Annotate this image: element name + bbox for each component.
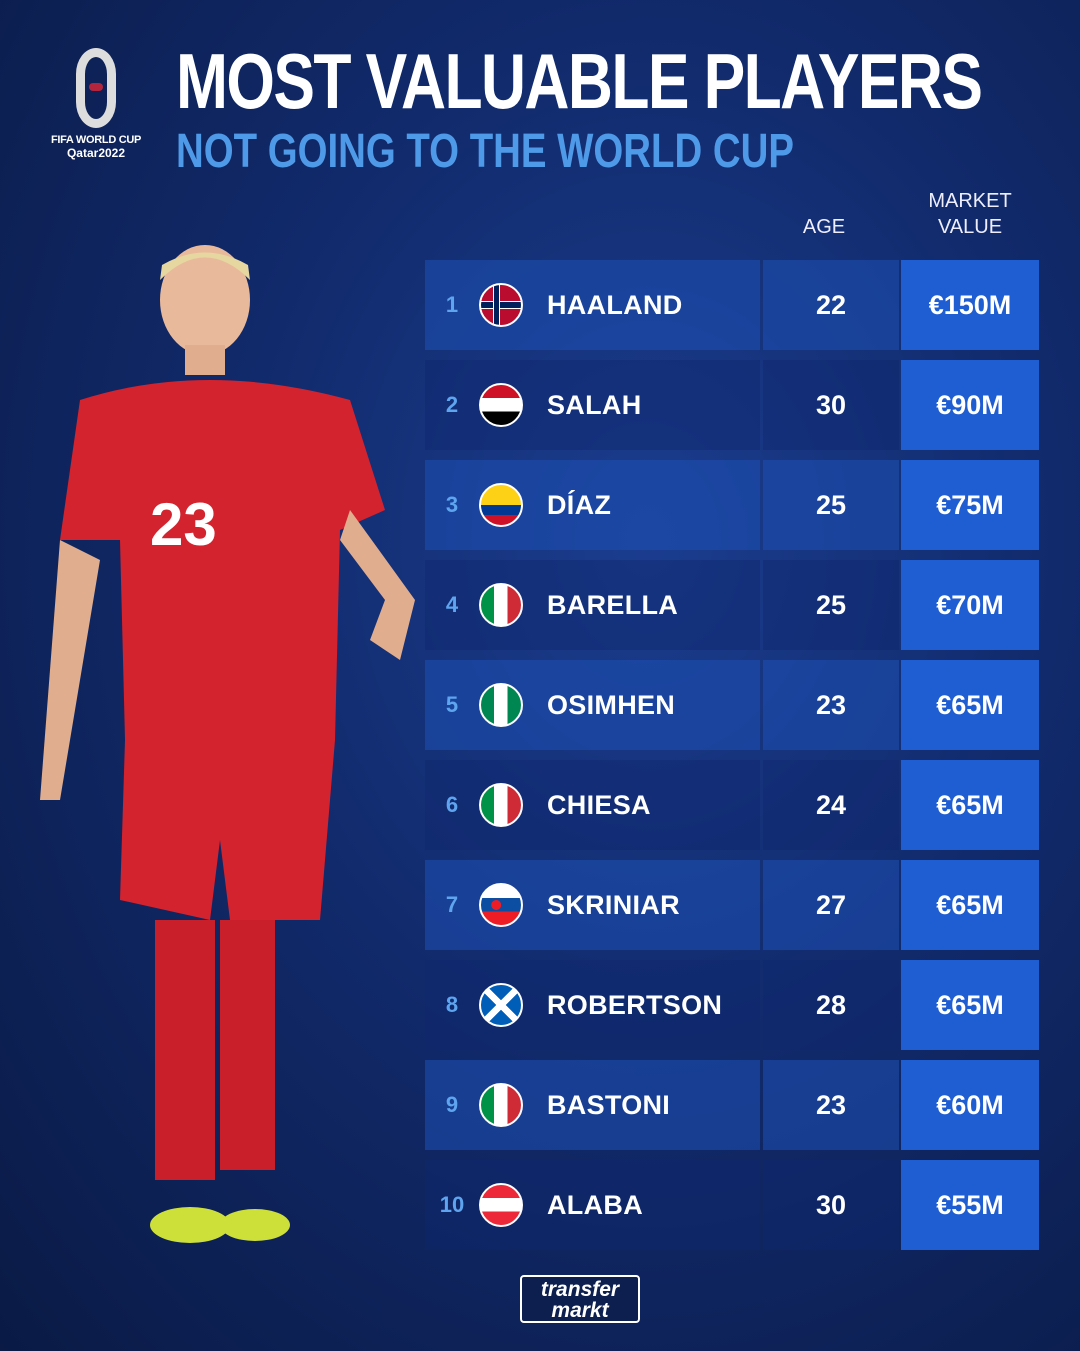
logo-text: Qatar2022 <box>66 146 126 160</box>
player-cell: 6 CHIESA <box>425 760 760 850</box>
player-cell: 8 ROBERTSON <box>425 960 760 1050</box>
player-cell: 7 SKRINIAR <box>425 860 760 950</box>
table-row: 6 CHIESA 24 €65M <box>425 760 1039 850</box>
fifa-world-cup-logo: FIFA WORLD CUP Qatar2022 <box>44 48 148 160</box>
market-value-cell: €90M <box>901 360 1039 450</box>
market-value-cell: €75M <box>901 460 1039 550</box>
italy-flag-icon <box>479 783 523 827</box>
table-row: 2 SALAH 30 €90M <box>425 360 1039 450</box>
rank: 6 <box>445 792 459 817</box>
table-row: 7 SKRINIAR 27 €65M <box>425 860 1039 950</box>
player-photo: 23 <box>40 245 415 1243</box>
player-name: OSIMHEN <box>547 689 676 720</box>
player-name: DÍAZ <box>547 489 612 520</box>
player-name: SKRINIAR <box>547 889 680 920</box>
egypt-flag-icon <box>479 383 523 427</box>
table-row: 1 HAALAND 22 €150M <box>425 260 1039 350</box>
age-cell: 28 <box>763 960 899 1050</box>
rank: 10 <box>439 1192 465 1217</box>
logo-text: transfer <box>540 1278 620 1301</box>
age-cell: 23 <box>763 1060 899 1150</box>
table-row: 3 DÍAZ 25 €75M <box>425 460 1039 550</box>
table-row: 4 BARELLA 25 €70M <box>425 560 1039 650</box>
rank: 7 <box>445 892 459 917</box>
rank: 2 <box>445 392 459 417</box>
age-cell: 25 <box>763 460 899 550</box>
player-name: CHIESA <box>547 789 651 820</box>
table-row: 9 BASTONI 23 €60M <box>425 1060 1039 1150</box>
market-value-cell: €65M <box>901 860 1039 950</box>
player-name: BASTONI <box>547 1089 671 1120</box>
age-cell: 22 <box>763 260 899 350</box>
market-value-cell: €55M <box>901 1160 1039 1250</box>
slovakia-flag-icon <box>479 883 523 927</box>
player-name: ALABA <box>547 1189 643 1220</box>
rank: 5 <box>445 692 459 717</box>
jersey-number: 23 <box>150 491 217 558</box>
logo-text: FIFA WORLD CUP <box>50 134 142 146</box>
header-line: MARKET <box>928 190 1012 212</box>
table-row: 10 ALABA 30 €55M <box>425 1160 1039 1250</box>
page-title: MOST VALUABLE PLAYERS <box>176 37 983 125</box>
table-row: 8 ROBERTSON 28 €65M <box>425 960 1039 1050</box>
rank: 3 <box>445 492 459 517</box>
italy-flag-icon <box>479 1083 523 1127</box>
player-cell: 10 ALABA <box>425 1160 760 1250</box>
player-name: ROBERTSON <box>547 989 723 1020</box>
market-value-cell: €60M <box>901 1060 1039 1150</box>
player-cell: 5 OSIMHEN <box>425 660 760 750</box>
player-cell: 2 SALAH <box>425 360 760 450</box>
logo-text: markt <box>551 1299 609 1322</box>
rank: 8 <box>445 992 459 1017</box>
age-cell: 30 <box>763 1160 899 1250</box>
page-subtitle: NOT GOING TO THE WORLD CUP <box>176 125 794 178</box>
table-row: 5 OSIMHEN 23 €65M <box>425 660 1039 750</box>
world-cup-emblem-icon <box>76 48 116 128</box>
nigeria-flag-icon <box>479 683 523 727</box>
italy-flag-icon <box>479 583 523 627</box>
austria-flag-icon <box>479 1183 523 1227</box>
market-value-cell: €150M <box>901 260 1039 350</box>
market-value-cell: €70M <box>901 560 1039 650</box>
market-value-cell: €65M <box>901 960 1039 1050</box>
age-cell: 27 <box>763 860 899 950</box>
player-name: BARELLA <box>547 589 679 620</box>
player-name: SALAH <box>547 389 642 420</box>
colombia-flag-icon <box>479 483 523 527</box>
scotland-flag-icon <box>479 983 523 1027</box>
player-cell: 3 DÍAZ <box>425 460 760 550</box>
header-line: VALUE <box>937 216 1003 238</box>
market-value-cell: €65M <box>901 760 1039 850</box>
player-cell: 4 BARELLA <box>425 560 760 650</box>
age-cell: 23 <box>763 660 899 750</box>
rank: 1 <box>445 292 459 317</box>
transfermarkt-logo: transfer markt <box>520 1275 640 1323</box>
player-cell: 9 BASTONI <box>425 1060 760 1150</box>
norway-flag-icon <box>479 283 523 327</box>
age-cell: 24 <box>763 760 899 850</box>
player-name: HAALAND <box>547 289 683 320</box>
age-cell: 30 <box>763 360 899 450</box>
rank: 4 <box>445 592 459 617</box>
rank: 9 <box>445 1092 459 1117</box>
age-cell: 25 <box>763 560 899 650</box>
column-header-market-value: MARKET VALUE <box>900 188 1040 240</box>
market-value-cell: €65M <box>901 660 1039 750</box>
column-header-age: AGE <box>802 216 846 238</box>
player-cell: 1 HAALAND <box>425 260 760 350</box>
